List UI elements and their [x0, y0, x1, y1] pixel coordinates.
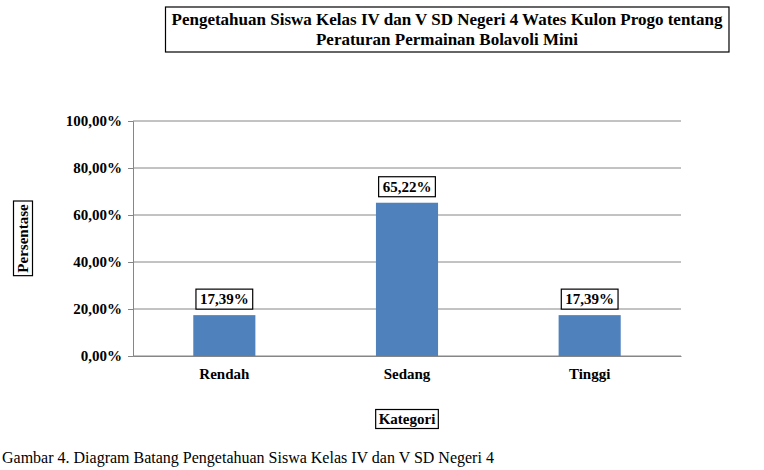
data-label: 17,39% — [200, 291, 249, 307]
tick-label: 40,00% — [73, 254, 122, 270]
tick-mark — [128, 356, 133, 357]
axis-line — [128, 122, 134, 357]
chart: 0,00% 20,00% 40,00% 60,00% 80,00% 100,00% Rend… — [0, 0, 764, 470]
data-labels: 17,39% 65,22% 17,39% — [196, 177, 618, 309]
title-box — [166, 7, 729, 52]
tick: 40,00% — [73, 254, 133, 270]
caption: Gambar 4. Diagram Batang Pengetahuan Sis… — [2, 449, 494, 467]
y-label-group: Persentase — [14, 201, 33, 276]
bar — [193, 315, 255, 356]
y-axis: 0,00% 20,00% 40,00% 60,00% 80,00% 100,00% — [66, 113, 134, 364]
data-label-box — [379, 177, 436, 197]
tick-label: Sedang — [384, 366, 431, 382]
data-label: 17,39% — [565, 291, 614, 307]
bars — [193, 203, 620, 356]
data-label-group: 17,39% — [196, 289, 253, 309]
tick-label: Tinggi — [569, 366, 610, 382]
tick: 60,00% — [73, 207, 133, 223]
bar — [559, 315, 621, 356]
tick-label: 80,00% — [73, 160, 122, 176]
y-axis-title: Persentase — [15, 204, 31, 273]
y-axis-title-box — [14, 201, 33, 276]
tick: 80,00% — [73, 160, 133, 176]
tick: Sedang — [384, 366, 431, 382]
grid-line — [133, 121, 681, 122]
data-label-box — [196, 289, 253, 309]
tick: Rendah — [199, 366, 250, 382]
tick-label: 0,00% — [81, 348, 122, 364]
tick-mark — [128, 121, 133, 122]
x-axis-title: Kategori — [379, 411, 436, 427]
tick-label: 60,00% — [73, 207, 122, 223]
grid-line — [133, 168, 681, 169]
tick-label: 100,00% — [66, 113, 122, 129]
tick-mark — [128, 262, 133, 263]
x-axis: Rendah Sedang Tinggi — [134, 357, 682, 382]
tick-label: 20,00% — [73, 301, 122, 317]
tick: 100,00% — [66, 113, 133, 129]
title-group: Pengetahuan Siswa Kelas IV dan V SD Nege… — [166, 7, 729, 52]
tick: Tinggi — [569, 366, 610, 382]
data-label-box — [561, 289, 618, 309]
data-label: 65,22% — [383, 179, 432, 195]
x-axis-title-box — [376, 410, 439, 429]
tick: 0,00% — [81, 348, 133, 364]
grid — [133, 121, 681, 356]
x-label-group: Kategori — [376, 410, 439, 429]
tick-mark — [128, 215, 133, 216]
data-label-group: 65,22% — [379, 177, 436, 197]
tick-mark — [128, 168, 133, 169]
tick: 20,00% — [73, 301, 133, 317]
tick-mark — [128, 309, 133, 310]
axis-line — [134, 356, 682, 357]
tick-label: Rendah — [199, 366, 250, 382]
data-label-group: 17,39% — [561, 289, 618, 309]
bar — [376, 203, 438, 356]
title: Pengetahuan Siswa Kelas IV dan V SD Nege… — [172, 10, 723, 49]
